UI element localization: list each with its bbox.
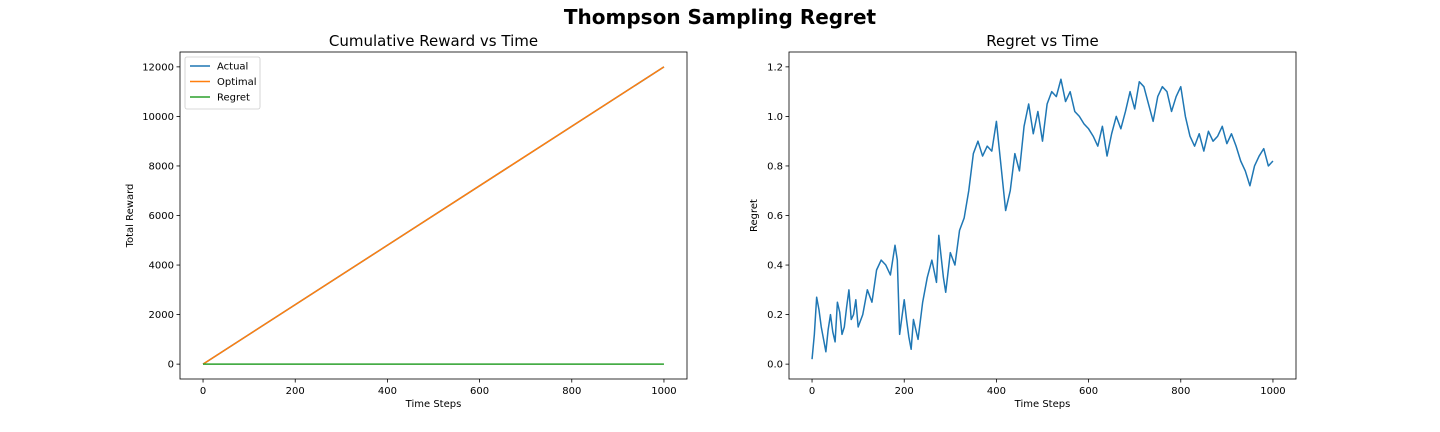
regret-y-tick-label: 0.8 bbox=[767, 161, 783, 172]
reward-y-tick-label: 4000 bbox=[149, 261, 174, 272]
reward-x-axis-label: Time Steps bbox=[405, 399, 462, 410]
regret-y-tick-label: 1.0 bbox=[767, 112, 783, 123]
reward-legend-label-regret: Regret bbox=[217, 93, 250, 104]
regret-x-tick-label: 200 bbox=[895, 386, 914, 397]
reward-x-tick-label: 1000 bbox=[651, 386, 676, 397]
figure-title: Thompson Sampling Regret bbox=[563, 5, 877, 29]
reward-legend bbox=[184, 56, 261, 110]
regret-series-line-0 bbox=[811, 78, 1274, 360]
reward-y-tick-label: 12000 bbox=[142, 62, 174, 73]
reward-y-tick-label: 10000 bbox=[142, 112, 174, 123]
regret-x-tick-label: 400 bbox=[987, 386, 1006, 397]
reward-legend-label-optimal: Optimal bbox=[217, 77, 257, 88]
reward-x-tick-label: 0 bbox=[200, 386, 206, 397]
regret-x-tick-label: 0 bbox=[809, 386, 815, 397]
reward-y-tick-label: 0 bbox=[168, 360, 174, 371]
regret-y-tick-label: 1.2 bbox=[767, 62, 783, 73]
regret-x-tick-label: 600 bbox=[1079, 386, 1098, 397]
reward-legend-label-actual: Actual bbox=[217, 62, 248, 73]
regret-x-tick-label: 800 bbox=[1171, 386, 1190, 397]
regret-y-tick-label: 0.2 bbox=[767, 310, 783, 321]
regret-x-axis-label: Time Steps bbox=[1014, 399, 1071, 410]
regret-x-tick-label: 1000 bbox=[1260, 386, 1285, 397]
reward-y-tick-label: 6000 bbox=[149, 211, 174, 222]
reward-y-axis-label: Total Reward bbox=[125, 184, 136, 249]
regret-y-axis-label: Regret bbox=[749, 199, 760, 232]
reward-x-tick-label: 600 bbox=[470, 386, 489, 397]
regret-y-tick-label: 0.0 bbox=[767, 360, 783, 371]
reward-y-tick-label: 8000 bbox=[149, 161, 174, 172]
regret-y-tick-label: 0.6 bbox=[767, 211, 783, 222]
regret-chart-title: Regret vs Time bbox=[986, 32, 1098, 50]
reward-series-line-optimal bbox=[202, 66, 665, 365]
reward-x-tick-label: 200 bbox=[286, 386, 305, 397]
regret-y-tick-label: 0.4 bbox=[767, 261, 783, 272]
regret-axes-frame bbox=[788, 51, 1297, 380]
reward-chart-title: Cumulative Reward vs Time bbox=[329, 32, 538, 50]
reward-y-tick-label: 2000 bbox=[149, 310, 174, 321]
reward-x-tick-label: 800 bbox=[562, 386, 581, 397]
reward-x-tick-label: 400 bbox=[378, 386, 397, 397]
